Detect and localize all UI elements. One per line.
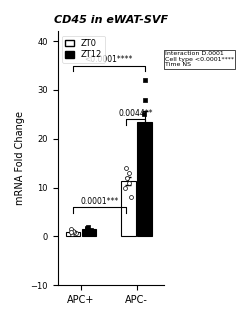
Point <box>128 195 132 200</box>
Bar <box>82 229 96 236</box>
Text: <0.0001****: <0.0001**** <box>84 55 133 64</box>
Point <box>68 227 72 232</box>
Bar <box>66 232 80 236</box>
Title: CD45 in eWAT-SVF: CD45 in eWAT-SVF <box>54 15 168 25</box>
Point <box>142 112 146 117</box>
Bar <box>121 181 136 236</box>
Point <box>142 126 146 132</box>
Point <box>143 97 147 102</box>
Point <box>70 231 74 236</box>
Text: 0.0044**: 0.0044** <box>118 109 152 118</box>
Point <box>86 224 90 229</box>
Point <box>85 227 89 232</box>
Y-axis label: mRNA Fold Change: mRNA Fold Change <box>15 111 25 205</box>
Point <box>89 228 93 233</box>
Point <box>68 229 72 235</box>
Point <box>74 230 78 235</box>
Point <box>85 225 89 230</box>
Legend: ZT0, ZT12: ZT0, ZT12 <box>62 36 105 63</box>
Point <box>124 175 128 180</box>
Point <box>143 78 147 83</box>
Point <box>143 146 147 151</box>
Point <box>127 180 131 185</box>
Point <box>124 165 128 171</box>
Point <box>84 229 88 234</box>
Text: 0.0001***: 0.0001*** <box>80 197 118 206</box>
Point <box>72 229 76 234</box>
Point <box>72 228 76 233</box>
Point <box>145 161 149 166</box>
Point <box>88 228 92 233</box>
Point <box>127 170 131 175</box>
Text: Interaction D.0001
Cell type <0.0001****
Time NS: Interaction D.0001 Cell type <0.0001****… <box>165 51 234 68</box>
Point <box>123 185 127 190</box>
Bar <box>137 123 152 236</box>
